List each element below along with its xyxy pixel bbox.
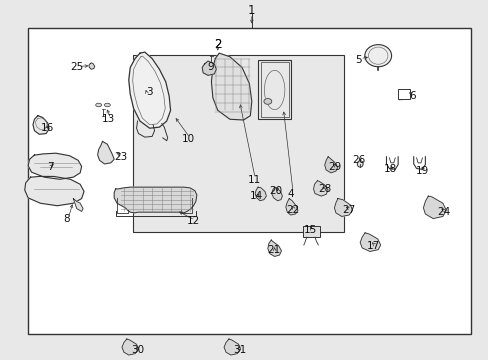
Text: 9: 9 bbox=[207, 63, 213, 72]
Polygon shape bbox=[33, 116, 49, 134]
Text: 10: 10 bbox=[182, 134, 195, 144]
Text: 19: 19 bbox=[414, 166, 427, 176]
Polygon shape bbox=[267, 240, 281, 256]
Text: 7: 7 bbox=[46, 162, 53, 172]
Polygon shape bbox=[114, 187, 197, 213]
Text: 30: 30 bbox=[131, 345, 144, 355]
Text: 25: 25 bbox=[70, 63, 83, 72]
Polygon shape bbox=[360, 233, 380, 251]
Polygon shape bbox=[423, 196, 446, 219]
Text: 22: 22 bbox=[286, 205, 299, 215]
Polygon shape bbox=[202, 61, 216, 75]
Polygon shape bbox=[28, 153, 81, 179]
Text: 17: 17 bbox=[366, 241, 379, 251]
Bar bbox=[132, 55, 344, 232]
Polygon shape bbox=[128, 52, 170, 128]
Text: 12: 12 bbox=[186, 216, 200, 226]
Polygon shape bbox=[98, 141, 114, 164]
Text: 15: 15 bbox=[303, 225, 316, 235]
Polygon shape bbox=[25, 176, 84, 206]
Text: 31: 31 bbox=[233, 345, 246, 355]
Polygon shape bbox=[285, 199, 297, 215]
Text: 26: 26 bbox=[351, 156, 365, 165]
Polygon shape bbox=[211, 53, 251, 120]
Polygon shape bbox=[89, 63, 95, 69]
Polygon shape bbox=[224, 339, 240, 355]
Text: 14: 14 bbox=[249, 191, 263, 201]
Text: 16: 16 bbox=[41, 123, 54, 133]
Ellipse shape bbox=[364, 45, 391, 67]
Text: 11: 11 bbox=[247, 175, 260, 185]
Polygon shape bbox=[324, 157, 337, 173]
Text: 6: 6 bbox=[408, 91, 415, 101]
Text: 28: 28 bbox=[318, 184, 331, 194]
Text: 1: 1 bbox=[247, 4, 255, 17]
Text: 4: 4 bbox=[287, 189, 293, 199]
Text: 2: 2 bbox=[214, 38, 221, 51]
Bar bbox=[28, 28, 469, 334]
Text: 8: 8 bbox=[63, 214, 70, 224]
Text: 18: 18 bbox=[383, 164, 396, 174]
Circle shape bbox=[264, 99, 271, 104]
FancyBboxPatch shape bbox=[258, 60, 290, 119]
Polygon shape bbox=[271, 187, 282, 201]
Polygon shape bbox=[334, 199, 352, 216]
Text: 23: 23 bbox=[114, 152, 127, 162]
Bar bbox=[302, 226, 319, 237]
Bar bbox=[397, 89, 409, 99]
Polygon shape bbox=[255, 187, 266, 201]
Text: 2: 2 bbox=[214, 38, 221, 51]
Polygon shape bbox=[73, 199, 83, 211]
Text: 5: 5 bbox=[355, 55, 361, 65]
Text: 21: 21 bbox=[266, 245, 280, 255]
Ellipse shape bbox=[357, 161, 363, 167]
Text: 20: 20 bbox=[269, 186, 282, 196]
Text: 24: 24 bbox=[436, 207, 449, 217]
Text: 29: 29 bbox=[327, 162, 340, 172]
Polygon shape bbox=[313, 181, 327, 196]
Text: 13: 13 bbox=[102, 114, 115, 124]
Text: 27: 27 bbox=[342, 205, 355, 215]
Text: 3: 3 bbox=[146, 87, 153, 98]
Ellipse shape bbox=[96, 103, 102, 107]
Ellipse shape bbox=[104, 103, 110, 107]
Polygon shape bbox=[122, 339, 138, 355]
